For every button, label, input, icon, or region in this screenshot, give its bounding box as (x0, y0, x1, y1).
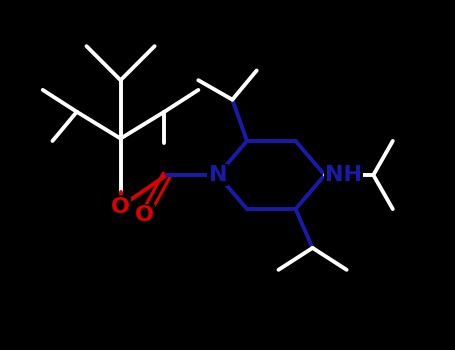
Text: N: N (208, 165, 227, 185)
Text: NH: NH (325, 165, 362, 185)
Text: O: O (111, 197, 130, 217)
Text: O: O (135, 205, 154, 225)
